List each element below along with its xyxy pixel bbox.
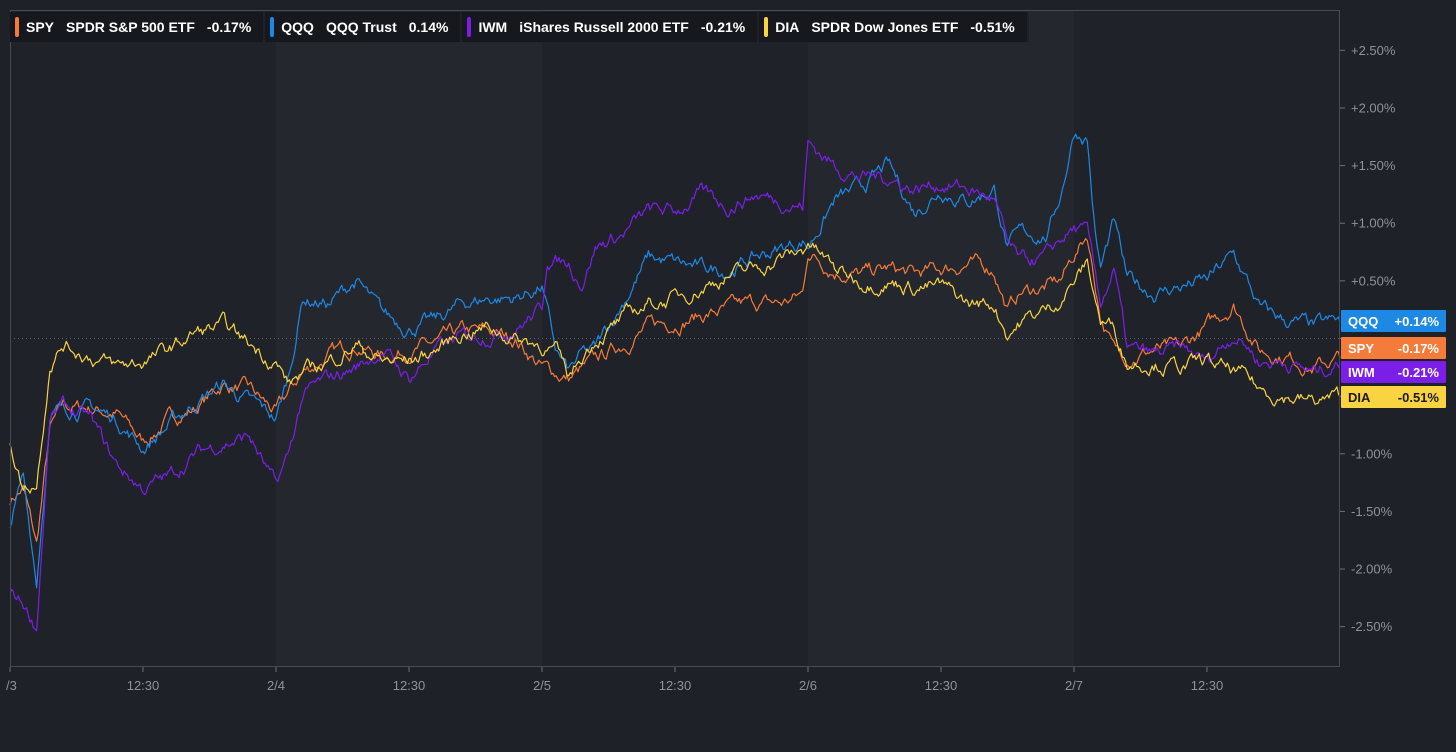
x-tick-label: 12:30: [393, 678, 426, 693]
legend-ticker: IWM: [478, 19, 508, 35]
x-axis: /3 12:30 2/4 12:30 2/5 12:30 2/6 12:30 2/7 12:30: [6, 667, 1223, 693]
y-tick-label: -2.50%: [1351, 619, 1393, 634]
badge-ticker: DIA: [1348, 389, 1371, 405]
legend-item-qqq[interactable]: QQQ QQQ Trust 0.14%: [265, 12, 463, 42]
x-tick-label: 12:30: [1191, 678, 1224, 693]
legend-swatch: [270, 17, 275, 37]
badge-value: +0.14%: [1394, 313, 1439, 329]
legend-change: 0.14%: [408, 19, 449, 35]
legend-change: -0.51%: [970, 19, 1015, 35]
series-line-dia: [9, 242, 1341, 494]
legend-name: SPDR Dow Jones ETF: [811, 19, 959, 35]
series-line-qqq: [9, 133, 1341, 589]
session-band: [276, 10, 542, 667]
x-tick-label: 2/7: [1065, 678, 1083, 693]
legend-swatch: [467, 17, 472, 37]
y-tick-label: -2.00%: [1351, 562, 1393, 577]
legend-change: -0.17%: [206, 19, 252, 35]
x-tick-label: 2/5: [533, 678, 551, 693]
legend-name: iShares Russell 2000 ETF: [519, 19, 689, 35]
series-lines: [9, 133, 1341, 632]
price-badge-qqq: QQQ +0.14%: [1341, 310, 1446, 332]
badge-value: -0.21%: [1397, 364, 1439, 380]
y-tick-label: +2.00%: [1351, 100, 1396, 115]
y-tick-label: +2.50%: [1351, 43, 1396, 58]
legend-item-iwm[interactable]: IWM iShares Russell 2000 ETF -0.21%: [462, 12, 760, 42]
badge-value: -0.51%: [1397, 389, 1439, 405]
legend-item-spy[interactable]: SPY SPDR S&P 500 ETF -0.17%: [10, 12, 266, 42]
legend-item-dia[interactable]: DIA SPDR Dow Jones ETF -0.51%: [759, 12, 1029, 42]
plot-frame: [10, 10, 1340, 667]
legend-name: SPDR S&P 500 ETF: [66, 19, 195, 35]
x-tick-label: 12:30: [127, 678, 160, 693]
badge-ticker: QQQ: [1348, 313, 1379, 329]
legend-ticker: DIA: [775, 19, 800, 35]
badge-value: -0.17%: [1397, 340, 1439, 356]
y-tick-label: -1.00%: [1351, 446, 1393, 461]
y-axis: +2.50% +2.00% +1.50% +1.00% +0.50% -1.00% -1.5…: [1340, 43, 1396, 634]
x-tick-label: 2/4: [267, 678, 285, 693]
price-badge-dia: DIA -0.51%: [1341, 386, 1446, 408]
session-band: [808, 10, 1074, 667]
legend-swatch: [764, 17, 769, 37]
x-tick-label: /3: [6, 678, 17, 693]
legend-ticker: SPY: [26, 19, 55, 35]
y-tick-label: -1.50%: [1351, 504, 1393, 519]
badge-ticker: SPY: [1348, 340, 1375, 356]
legend-ticker: QQQ: [281, 19, 314, 35]
y-tick-label: +0.50%: [1351, 273, 1396, 288]
legend-name: QQQ Trust: [325, 19, 397, 35]
legend: SPY SPDR S&P 500 ETF -0.17% QQQ QQQ Trust 0.1…: [10, 12, 1029, 42]
price-badge-iwm: IWM -0.21%: [1341, 361, 1446, 383]
x-tick-label: 12:30: [925, 678, 958, 693]
x-tick-label: 12:30: [659, 678, 692, 693]
legend-change: -0.21%: [700, 19, 746, 35]
legend-swatch: [15, 17, 19, 37]
price-badge-spy: SPY -0.17%: [1341, 337, 1446, 359]
y-tick-label: +1.00%: [1351, 216, 1396, 231]
series-line-iwm: [9, 139, 1341, 632]
x-tick-label: 2/6: [799, 678, 817, 693]
y-tick-label: +1.50%: [1351, 158, 1396, 173]
badge-ticker: IWM: [1348, 364, 1375, 380]
